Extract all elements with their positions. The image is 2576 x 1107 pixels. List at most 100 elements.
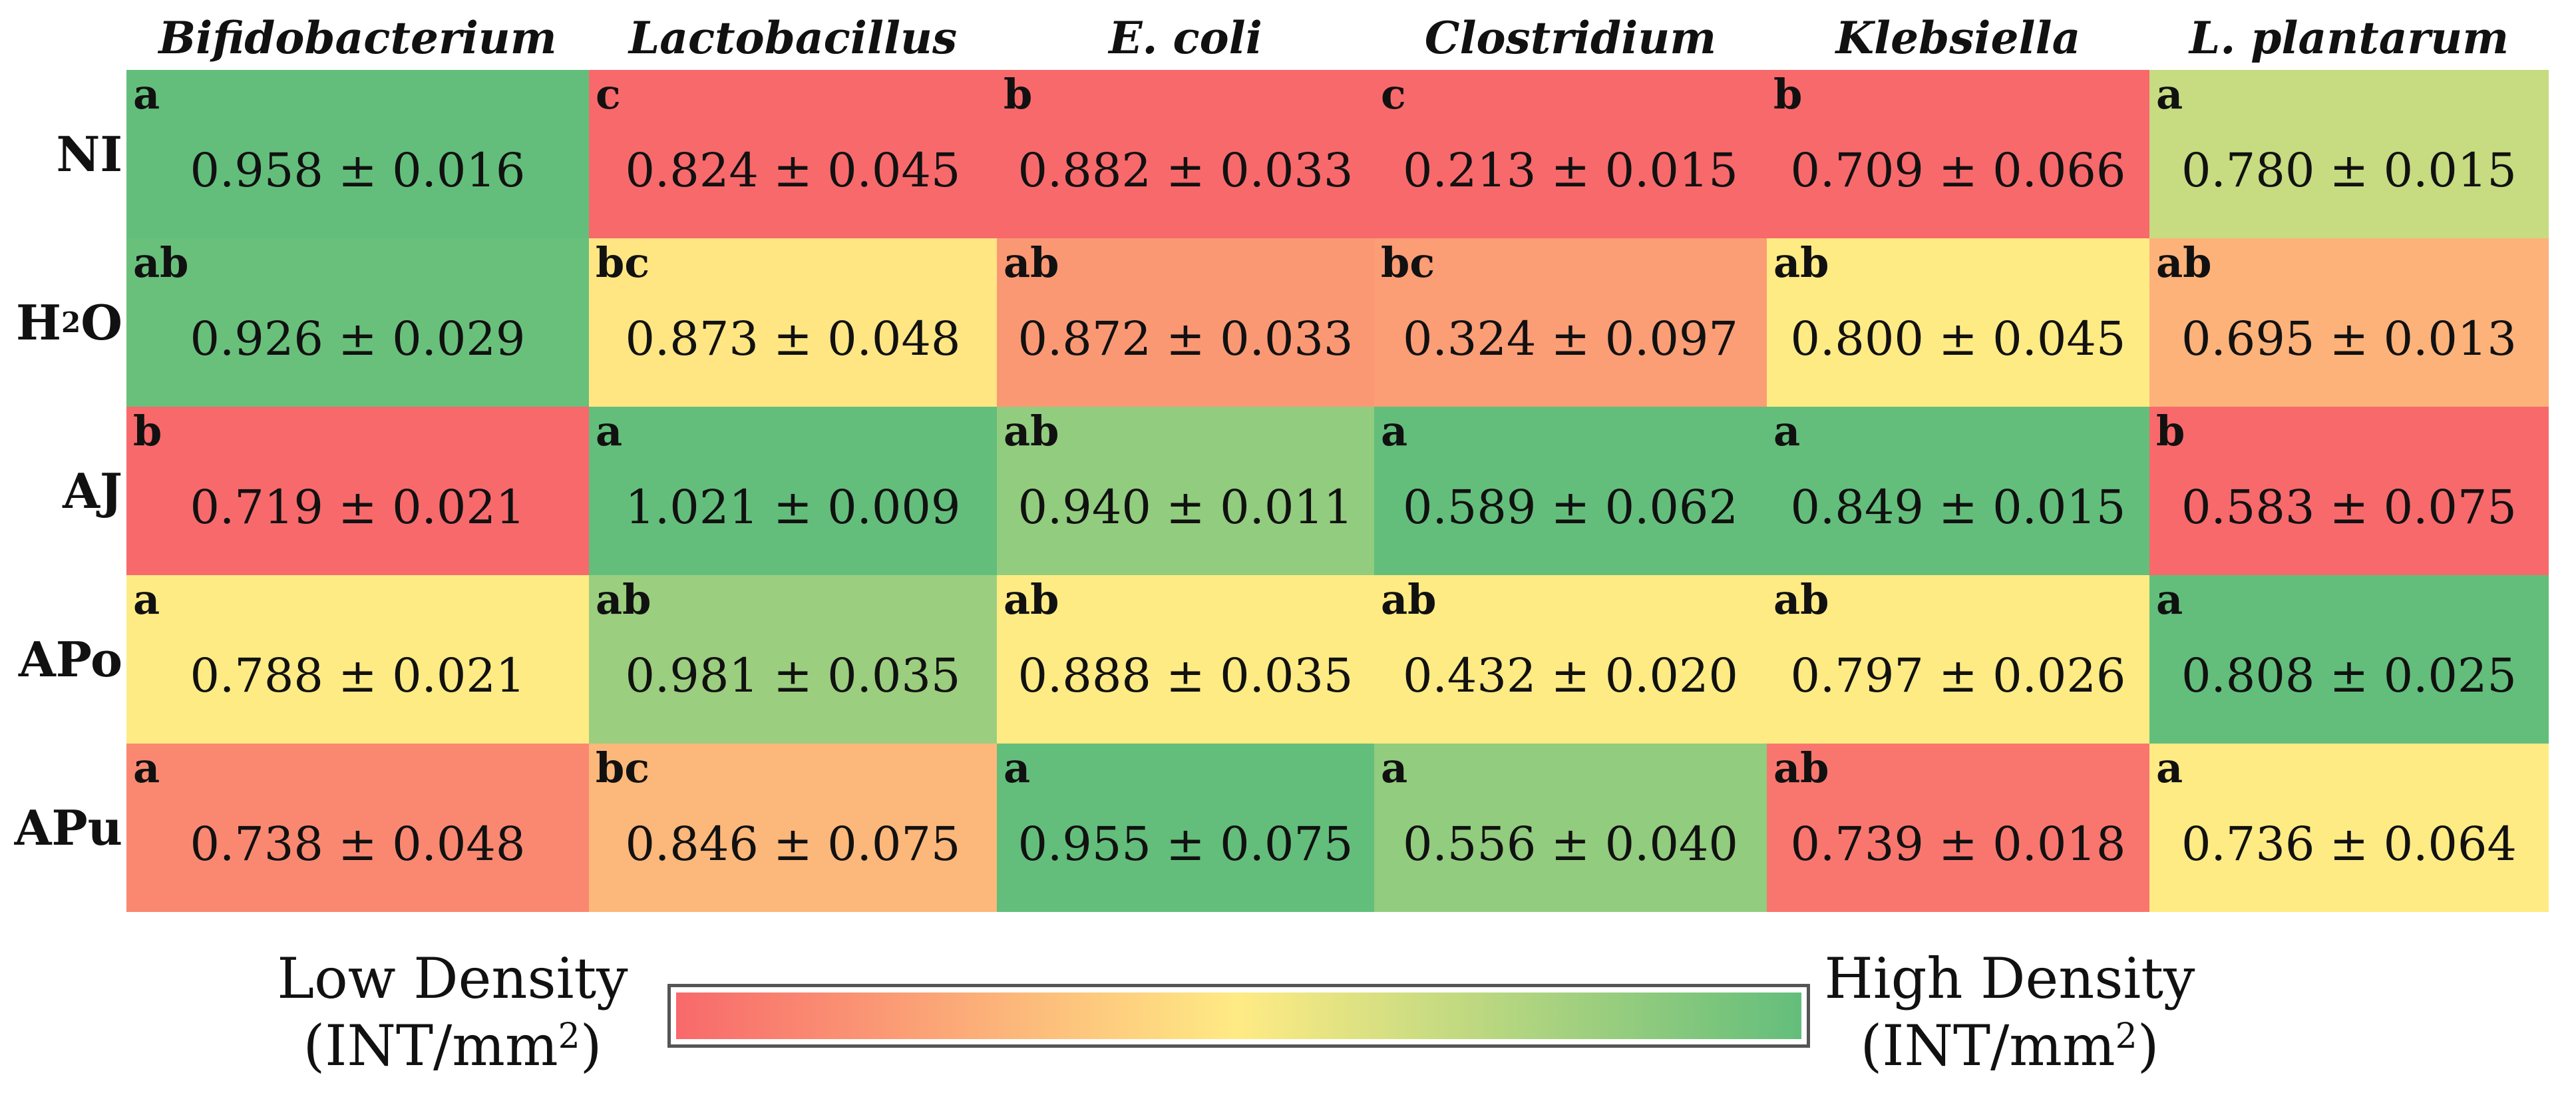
heatmap-cell: b 0.583 ± 0.075: [2149, 407, 2549, 575]
column-header: Bifidobacterium: [158, 12, 557, 64]
heatmap-cell: a 0.808 ± 0.025: [2149, 575, 2549, 744]
cell-value: 0.846 ± 0.075: [625, 817, 961, 871]
significance-letter: a: [1004, 744, 1031, 792]
cell-value: 0.432 ± 0.020: [1403, 648, 1738, 703]
cell-value: 0.739 ± 0.018: [1790, 817, 2126, 871]
cell-value: 0.738 ± 0.048: [190, 817, 526, 871]
row-label: APo: [18, 631, 122, 688]
significance-letter: a: [1773, 407, 1801, 455]
heatmap-cell: a 0.556 ± 0.040: [1374, 744, 1767, 912]
column-header: Klebsiella: [1835, 12, 2081, 64]
heatmap-cell: ab 0.739 ± 0.018: [1767, 744, 2149, 912]
heatmap-cell: ab 0.940 ± 0.011: [997, 407, 1374, 575]
cell-value: 1.021 ± 0.009: [625, 480, 961, 535]
row-label: AJ: [63, 463, 122, 519]
cell-value: 0.800 ± 0.045: [1790, 312, 2126, 366]
legend-high-label: High Density (INT/mm2): [1823, 945, 2196, 1080]
significance-letter: b: [1004, 70, 1033, 118]
significance-letter: ab: [1004, 575, 1059, 624]
significance-letter: a: [2156, 744, 2183, 792]
heatmap-cell: ab 0.981 ± 0.035: [589, 575, 997, 744]
heatmap-cell: a 0.955 ± 0.075: [997, 744, 1374, 912]
significance-letter: b: [1773, 70, 1803, 118]
heatmap-cell: a 0.958 ± 0.016: [126, 70, 589, 238]
significance-letter: a: [133, 70, 160, 118]
significance-letter: ab: [133, 238, 189, 287]
heatmap-cell: a 1.021 ± 0.009: [589, 407, 997, 575]
significance-letter: ab: [2156, 238, 2212, 287]
significance-letter: ab: [1773, 575, 1829, 624]
significance-letter: a: [2156, 70, 2183, 118]
significance-letter: ab: [1004, 407, 1059, 455]
heatmap-cell: b 0.709 ± 0.066: [1767, 70, 2149, 238]
heatmap-cell: b 0.882 ± 0.033: [997, 70, 1374, 238]
significance-letter: ab: [1381, 575, 1437, 624]
heatmap-cell: ab 0.797 ± 0.026: [1767, 575, 2149, 744]
legend-low-unit: (INT/mm2): [303, 1012, 602, 1078]
column-header: Clostridium: [1424, 12, 1717, 64]
significance-letter: bc: [1381, 238, 1435, 287]
cell-value: 0.213 ± 0.015: [1403, 143, 1738, 198]
heatmap-cell: bc 0.873 ± 0.048: [589, 238, 997, 407]
heatmap-cell: ab 0.800 ± 0.045: [1767, 238, 2149, 407]
significance-letter: b: [133, 407, 162, 455]
legend-low-text: Low Density: [277, 946, 628, 1011]
legend-low-label: Low Density (INT/mm2): [266, 945, 639, 1080]
heatmap-cell: ab 0.926 ± 0.029: [126, 238, 589, 407]
significance-letter: a: [1381, 407, 1408, 455]
heatmap-cell: c 0.213 ± 0.015: [1374, 70, 1767, 238]
cell-value: 0.324 ± 0.097: [1403, 312, 1738, 366]
legend-high-text: High Density: [1824, 946, 2195, 1011]
cell-value: 0.926 ± 0.029: [190, 312, 526, 366]
heatmap-cell: bc 0.846 ± 0.075: [589, 744, 997, 912]
column-header: Lactobacillus: [628, 12, 958, 64]
heatmap-cell: a 0.738 ± 0.048: [126, 744, 589, 912]
heatmap-cell: b 0.719 ± 0.021: [126, 407, 589, 575]
cell-value: 0.958 ± 0.016: [190, 143, 526, 198]
legend-high-unit: (INT/mm2): [1860, 1012, 2159, 1078]
heatmap-cell: ab 0.888 ± 0.035: [997, 575, 1374, 744]
significance-letter: bc: [596, 744, 650, 792]
significance-letter: c: [596, 70, 621, 118]
cell-value: 0.808 ± 0.025: [2181, 648, 2517, 703]
significance-letter: ab: [1773, 744, 1829, 792]
significance-letter: ab: [1004, 238, 1059, 287]
heatmap-cell: a 0.788 ± 0.021: [126, 575, 589, 744]
significance-letter: b: [2156, 407, 2185, 455]
row-label: NI: [56, 126, 123, 182]
cell-value: 0.981 ± 0.035: [625, 648, 961, 703]
significance-letter: a: [133, 744, 160, 792]
significance-letter: c: [1381, 70, 1406, 118]
cell-value: 0.736 ± 0.064: [2181, 817, 2517, 871]
significance-letter: a: [1381, 744, 1408, 792]
cell-value: 0.780 ± 0.015: [2181, 143, 2517, 198]
significance-letter: a: [596, 407, 623, 455]
cell-value: 0.849 ± 0.015: [1790, 480, 2126, 535]
heatmap-cell: a 0.736 ± 0.064: [2149, 744, 2549, 912]
significance-letter: bc: [596, 238, 650, 287]
column-header: E. coli: [1109, 12, 1262, 64]
column-header: L. plantarum: [2189, 12, 2509, 64]
cell-value: 0.882 ± 0.033: [1017, 143, 1354, 198]
cell-value: 0.695 ± 0.013: [2181, 312, 2517, 366]
heatmap-cell: a 0.849 ± 0.015: [1767, 407, 2149, 575]
cell-value: 0.709 ± 0.066: [1790, 143, 2126, 198]
cell-value: 0.888 ± 0.035: [1017, 648, 1354, 703]
significance-letter: ab: [1773, 238, 1829, 287]
cell-value: 0.955 ± 0.075: [1017, 817, 1354, 871]
cell-value: 0.940 ± 0.011: [1017, 480, 1354, 535]
heatmap-cell: bc 0.324 ± 0.097: [1374, 238, 1767, 407]
heatmap-cell: a 0.589 ± 0.062: [1374, 407, 1767, 575]
cell-value: 0.873 ± 0.048: [625, 312, 961, 366]
heatmap-cell: a 0.780 ± 0.015: [2149, 70, 2549, 238]
heatmap-cell: ab 0.872 ± 0.033: [997, 238, 1374, 407]
cell-value: 0.788 ± 0.021: [190, 648, 526, 703]
heatmap-cell: ab 0.695 ± 0.013: [2149, 238, 2549, 407]
significance-letter: a: [133, 575, 160, 624]
cell-value: 0.872 ± 0.033: [1017, 312, 1354, 366]
row-label: APu: [14, 799, 122, 856]
legend-gradient: [676, 993, 1801, 1039]
heatmap-cell: ab 0.432 ± 0.020: [1374, 575, 1767, 744]
cell-value: 0.797 ± 0.026: [1790, 648, 2126, 703]
